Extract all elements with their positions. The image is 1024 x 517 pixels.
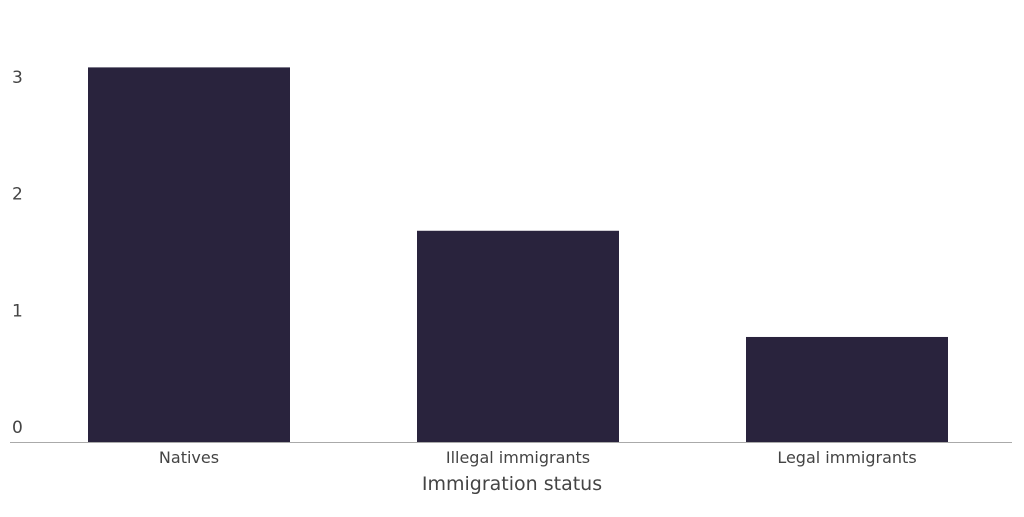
y-tick-label: 2	[12, 185, 23, 205]
x-axis-title: Immigration status	[422, 473, 602, 495]
bar-legal-immigrants	[746, 336, 948, 442]
bar-illegal-immigrants	[417, 230, 619, 442]
y-tick-label: 3	[12, 68, 23, 88]
y-tick-label: 0	[12, 418, 23, 438]
x-tick-label: Illegal immigrants	[446, 448, 590, 467]
bar-natives	[88, 67, 290, 442]
x-tick-label: Natives	[159, 448, 219, 467]
x-tick-label: Legal immigrants	[777, 448, 916, 467]
y-tick-label: 1	[12, 301, 23, 321]
